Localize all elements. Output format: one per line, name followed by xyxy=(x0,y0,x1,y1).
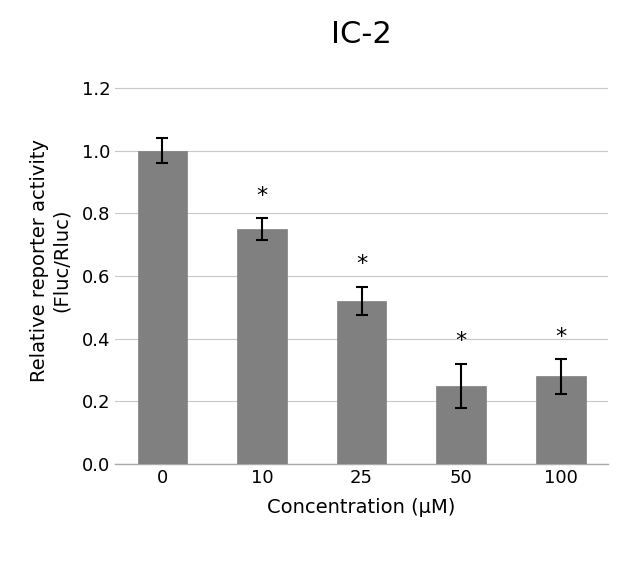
Bar xyxy=(237,229,287,464)
Y-axis label: Relative reporter activity
(Fluc/Rluc): Relative reporter activity (Fluc/Rluc) xyxy=(29,139,70,382)
Text: *: * xyxy=(456,331,467,351)
Bar xyxy=(337,301,387,464)
X-axis label: Concentration (μM): Concentration (μM) xyxy=(268,498,456,517)
Text: *: * xyxy=(257,186,268,205)
Text: *: * xyxy=(356,255,367,275)
Title: IC-2: IC-2 xyxy=(332,20,392,49)
Bar xyxy=(138,151,188,464)
Text: *: * xyxy=(555,327,566,346)
Bar xyxy=(436,386,486,464)
Bar xyxy=(536,376,586,464)
